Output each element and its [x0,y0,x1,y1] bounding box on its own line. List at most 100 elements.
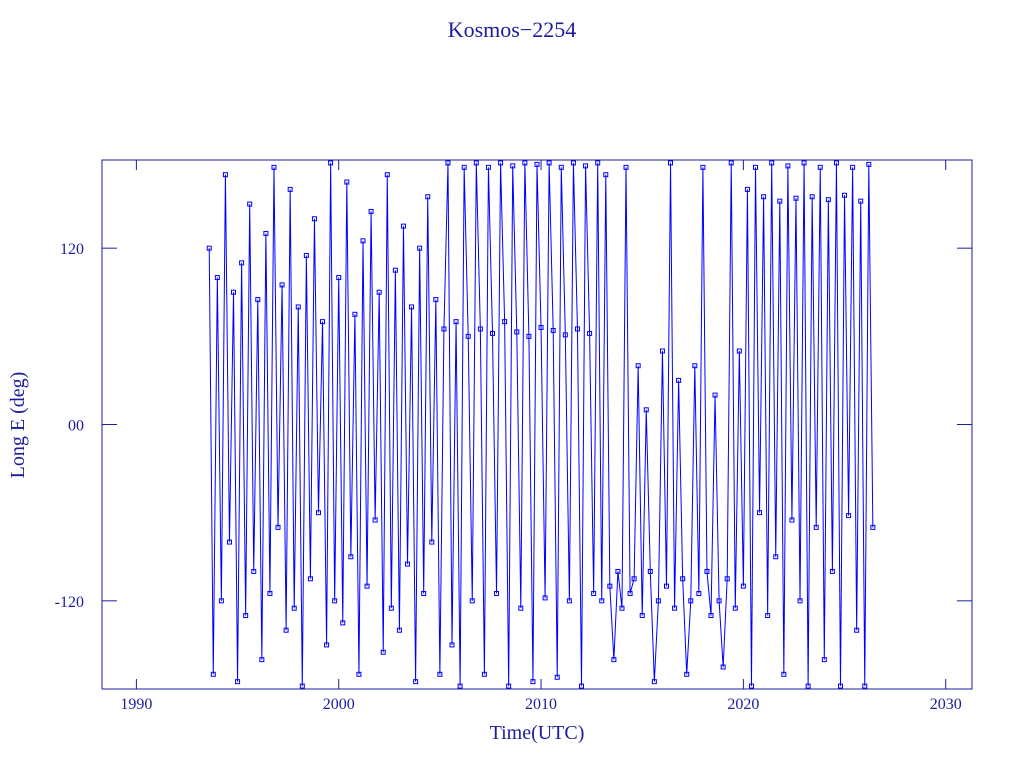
data-point [243,613,249,619]
data-point [210,671,216,677]
data-point [684,671,690,677]
data-point [817,164,823,170]
data-point [570,160,576,166]
data-point [336,275,342,281]
data-point [603,172,609,178]
data-point [619,605,625,611]
data-point [530,679,536,685]
data-point [736,348,742,354]
data-point [769,160,775,166]
data-point [445,160,451,166]
data-point [615,568,621,574]
y-tick-label: 120 [60,241,84,258]
data-point [850,164,856,170]
data-point [231,289,237,295]
data-point [457,683,463,689]
data-point [441,326,447,332]
data-point [372,517,378,523]
data-point [837,683,843,689]
data-point [405,561,411,567]
data-point [388,605,394,611]
data-point [599,598,605,604]
data-point [562,332,568,338]
data-point [700,164,706,170]
data-point [360,238,366,244]
data-point [680,576,686,582]
data-point [206,245,212,251]
data-point [433,297,439,303]
data-point [542,595,548,601]
data-point [494,590,500,596]
data-point [647,568,653,574]
data-point [514,329,520,335]
data-point [376,289,382,295]
data-point [449,642,455,648]
data-point [465,333,471,339]
x-tick-label: 2000 [323,696,355,713]
data-point [315,510,321,516]
data-point [510,163,516,169]
data-point [825,197,831,203]
data-point [550,327,556,333]
data-point [485,164,491,170]
data-point [813,524,819,530]
x-axis-label: Time(UTC) [490,722,585,744]
data-point [748,683,754,689]
data-point [676,377,682,383]
data-point [437,671,443,677]
data-point [417,245,423,251]
data-point [579,683,585,689]
data-point [631,576,637,582]
data-point [279,282,285,288]
data-point [425,194,431,200]
data-point [663,583,669,589]
data-point [251,568,257,574]
data-point [829,568,835,574]
data-point [651,679,657,685]
data-point [668,160,674,166]
data-point [534,161,540,167]
data-point [303,253,309,259]
data-point [587,330,593,336]
data-point [866,161,872,167]
data-point [453,319,459,325]
data-point [340,620,346,626]
data-point [809,194,815,200]
data-point [226,539,232,545]
data-point [400,223,406,229]
data-point [489,330,495,336]
data-point [757,510,763,516]
data-point [858,198,864,204]
data-point [720,664,726,670]
data-point [291,605,297,611]
data-point [558,164,564,170]
data-point [396,627,402,633]
data-point [688,598,694,604]
data-point [295,304,301,310]
data-point [413,679,419,685]
data-point [842,192,848,198]
data-point [635,363,641,369]
data-point [821,657,827,663]
data-point [320,319,326,325]
x-tick-label: 2030 [930,696,962,713]
data-point [728,160,734,166]
data-point [235,679,241,685]
data-point [255,297,261,303]
data-point [392,267,398,273]
data-point [247,201,253,207]
data-point [477,326,483,332]
data-point [566,598,572,604]
data-point [526,333,532,339]
data-point [595,160,601,166]
data-point [538,325,544,331]
data-point [473,160,479,166]
data-point [283,627,289,633]
data-point [299,683,305,689]
data-point [275,524,281,530]
data-point [307,576,313,582]
y-axis-label: Long E (deg) [7,372,29,479]
data-point [352,311,358,317]
data-point [854,627,860,633]
data-point [712,392,718,398]
